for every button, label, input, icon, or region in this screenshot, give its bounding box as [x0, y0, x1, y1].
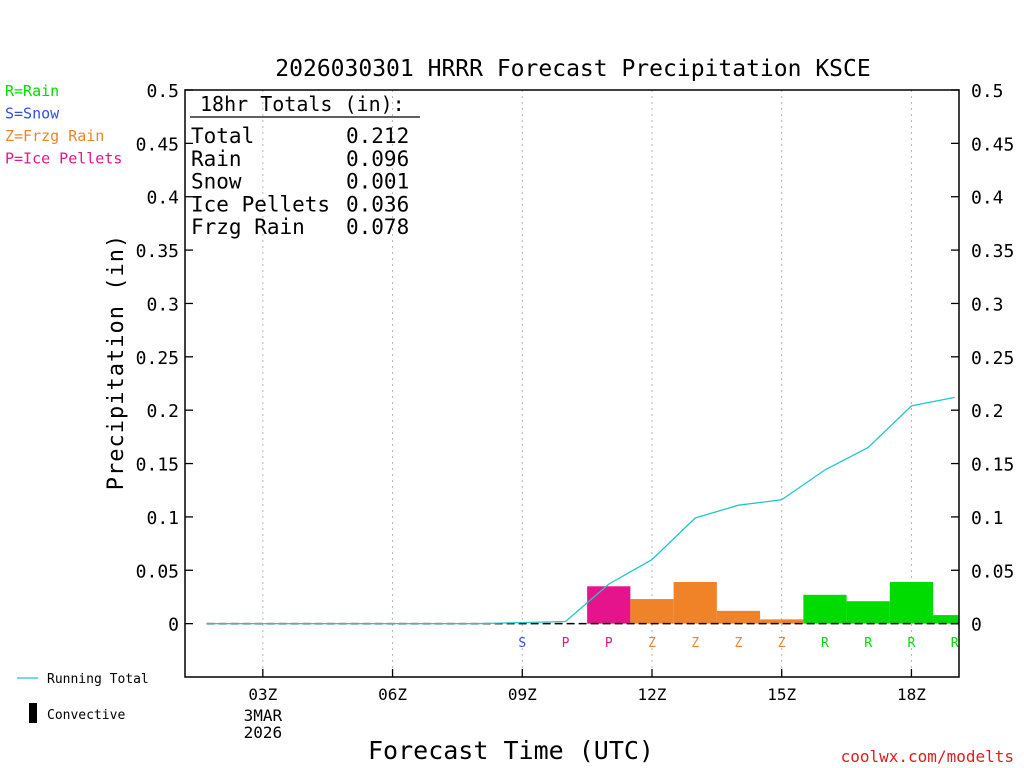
precip-bar: [587, 586, 631, 624]
x-axis-label: Forecast Time (UTC): [368, 736, 654, 765]
running-total-legend-label: Running Total: [47, 672, 149, 687]
ptype-letter: R: [951, 636, 959, 651]
y-tick-label-right: 0.25: [971, 348, 1014, 369]
y-tick-label-left: 0.5: [146, 81, 179, 102]
line-legend: Running Total Convective: [17, 672, 149, 723]
y-axis-label: Precipitation (in): [104, 234, 129, 490]
y-tick-label-right: 0.2: [971, 401, 1004, 422]
y-tick-label-right: 0.5: [971, 81, 1004, 102]
ptype-legend-item: Z=Frzg Rain: [5, 127, 104, 145]
precip-bar: [716, 610, 761, 624]
y-tick-label-left: 0.4: [146, 188, 179, 209]
ptype-letter: S: [518, 636, 526, 651]
y-tick-label-right: 0.1: [971, 508, 1004, 529]
y-tick-label-left: 0.3: [146, 294, 179, 315]
totals-row-value: 0.212: [346, 124, 409, 148]
x-tick-label: 18Z: [897, 685, 926, 704]
y-tick-label-right: 0.45: [971, 134, 1014, 155]
x-tick-label: 06Z: [378, 685, 407, 704]
ptype-legend-item: S=Snow: [5, 105, 60, 123]
precip-bar: [630, 599, 674, 624]
ptype-letter: R: [908, 636, 916, 651]
totals-row-label: Frzg Rain: [191, 215, 305, 239]
y-tick-label-left: 0.35: [136, 241, 179, 262]
totals-row-label: Ice Pellets: [191, 192, 330, 216]
x-tick-label: 15Z: [767, 685, 796, 704]
convective-legend-label: Convective: [47, 708, 125, 723]
y-tick-label-right: 0.35: [971, 241, 1014, 262]
precip-bar: [803, 594, 847, 624]
ptype-legend: R=Rain S=Snow Z=Frzg Rain P=Ice Pellets: [5, 82, 122, 168]
y-tick-label-right: 0.15: [971, 455, 1014, 476]
ptype-letter: Z: [735, 636, 743, 651]
plot-frame: [184, 89, 960, 678]
y-tick-label-left: 0.15: [136, 455, 179, 476]
y-axis-ticks: 0 0 0.05 0.05 0.1 0.1 0.15 0.15 0.2 0.2 0.25 0.25 0.…: [136, 81, 1015, 636]
y-tick-label-left: 0.05: [136, 561, 179, 582]
ptype-legend-item: R=Rain: [5, 82, 59, 100]
y-tick-label-left: 0.25: [136, 348, 179, 369]
x-tick-label: 12Z: [638, 685, 667, 704]
precip-bar: [760, 619, 804, 624]
y-tick-label-right: 0.4: [971, 188, 1004, 209]
x-tick-label: 03Z: [248, 685, 277, 704]
y-tick-label-right: 0: [971, 615, 982, 636]
totals-row-label: Snow: [191, 170, 242, 194]
precip-bar: [889, 582, 934, 624]
y-tick-label-left: 0.2: [146, 401, 179, 422]
credit-text: coolwx.com/modelts: [841, 747, 1014, 766]
totals-row-value: 0.036: [346, 192, 409, 216]
x-tick-sublabel: 2026: [244, 723, 283, 742]
y-tick-label-left: 0: [168, 615, 179, 636]
gridlines: [262, 90, 912, 677]
y-tick-label-left: 0.1: [146, 508, 179, 529]
ptype-letter: R: [821, 636, 829, 651]
ptype-legend-item: P=Ice Pellets: [5, 150, 122, 168]
ptype-letter: Z: [691, 636, 699, 651]
precip-bar: [673, 582, 717, 624]
totals-row-value: 0.001: [346, 170, 409, 194]
ptype-letter: P: [605, 636, 613, 651]
running-total-line: [206, 396, 955, 625]
precip-bar: [933, 615, 959, 624]
ptype-letter: Z: [648, 636, 656, 651]
y-tick-label-right: 0.3: [971, 294, 1004, 315]
x-tick-sublabel: 3MAR: [244, 706, 283, 725]
ptype-letter: Z: [778, 636, 786, 651]
chart-title: 2026030301 HRRR Forecast Precipitation K…: [275, 56, 870, 82]
totals-header: 18hr Totals (in):: [200, 92, 405, 116]
totals-row-label: Rain: [191, 147, 242, 171]
convective-legend-swatch: [29, 703, 37, 723]
precip-bar: [846, 601, 890, 624]
ptype-letter: P: [562, 636, 570, 651]
y-tick-label-right: 0.05: [971, 561, 1014, 582]
totals-row-label: Total: [191, 124, 254, 148]
y-tick-label-left: 0.45: [136, 134, 179, 155]
totals-row-value: 0.078: [346, 215, 409, 239]
x-tick-label: 09Z: [508, 685, 537, 704]
bars-group: [587, 582, 959, 624]
totals-box: 18hr Totals (in): Total 0.212 Rain 0.096 Sno…: [190, 92, 420, 239]
totals-row-value: 0.096: [346, 147, 409, 171]
ptype-letter: R: [864, 636, 872, 651]
